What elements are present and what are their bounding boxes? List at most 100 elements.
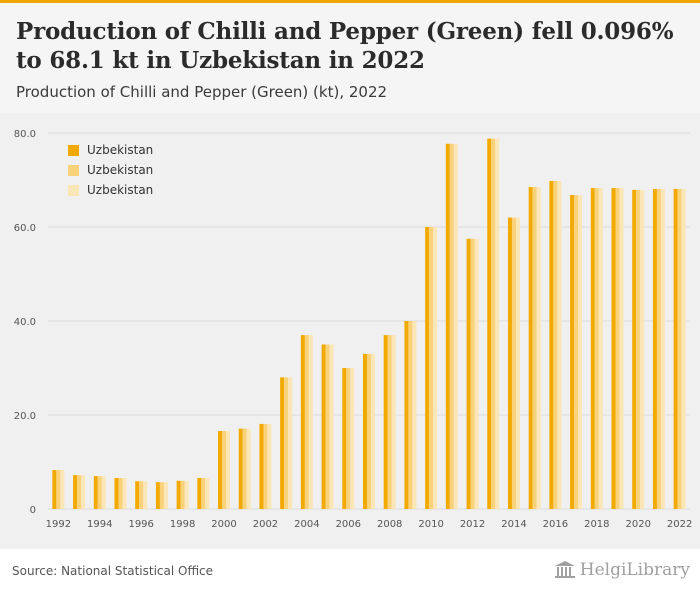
bar xyxy=(611,187,616,509)
library-building-icon xyxy=(554,561,575,578)
legend-label: Uzbekistan xyxy=(87,143,154,157)
x-tick-label: 2012 xyxy=(460,519,485,530)
bar xyxy=(163,482,168,509)
bar xyxy=(176,480,181,509)
helgi-library-logo[interactable]: HelgiLibrary xyxy=(554,560,690,580)
legend-swatch-3 xyxy=(68,184,79,196)
bar xyxy=(656,188,661,509)
source-note: Source: National Statistical Office xyxy=(12,564,214,578)
legend-label: Uzbekistan xyxy=(87,163,154,177)
bar xyxy=(474,238,479,509)
bar xyxy=(640,189,645,509)
bar xyxy=(114,477,119,509)
y-tick-label: 60.0 xyxy=(14,223,36,234)
bar xyxy=(81,475,86,509)
bar xyxy=(60,469,65,509)
bar xyxy=(391,335,396,509)
x-tick-label: 1998 xyxy=(170,519,195,530)
bar xyxy=(557,180,562,509)
bar xyxy=(159,482,164,509)
bar xyxy=(453,143,458,509)
bar xyxy=(429,227,434,509)
bar xyxy=(329,344,334,509)
bar xyxy=(77,475,82,509)
bar xyxy=(52,469,57,509)
legend-swatch-1 xyxy=(68,144,79,156)
y-tick-label: 40.0 xyxy=(14,317,36,328)
bar xyxy=(412,321,417,509)
y-tick-label: 0 xyxy=(30,505,36,516)
x-tick-label: 2016 xyxy=(543,519,568,530)
bar xyxy=(445,143,450,509)
bar xyxy=(636,189,641,509)
x-tick-label: 1994 xyxy=(87,519,112,530)
bar xyxy=(93,476,98,509)
legend-item: Uzbekistan xyxy=(68,180,153,200)
bar xyxy=(367,353,371,509)
bar xyxy=(387,335,392,509)
bar xyxy=(242,428,247,509)
bar xyxy=(383,335,388,509)
bar xyxy=(300,335,305,509)
bar xyxy=(101,476,106,509)
bar xyxy=(507,217,512,509)
bar xyxy=(408,321,413,509)
chart-area: 0 20.0 40.0 60.0 80.0 1992 1994 1996 1998 2000 200… xyxy=(0,113,700,549)
bar xyxy=(73,475,78,509)
bar xyxy=(615,187,620,509)
bar xyxy=(553,180,558,509)
x-tick-label: 2002 xyxy=(253,519,278,530)
bar xyxy=(371,353,375,509)
bar xyxy=(532,187,537,510)
y-tick-label: 80.0 xyxy=(14,129,36,140)
bar xyxy=(118,477,123,509)
bar xyxy=(598,187,603,509)
x-tick-label: 2018 xyxy=(584,519,609,530)
bar xyxy=(515,217,520,509)
bar xyxy=(259,423,264,509)
bar xyxy=(404,321,409,509)
bar xyxy=(238,428,243,509)
bar xyxy=(570,195,575,509)
bar xyxy=(97,476,102,509)
logo-text: HelgiLibrary xyxy=(579,560,690,580)
bar xyxy=(449,143,454,509)
x-tick-label: 2008 xyxy=(377,519,402,530)
bar xyxy=(205,477,210,509)
x-tick-label: 2022 xyxy=(667,519,692,530)
bar xyxy=(321,344,326,509)
bar xyxy=(619,187,624,509)
bar xyxy=(487,138,492,509)
x-tick-label: 1992 xyxy=(46,519,71,530)
bar xyxy=(288,377,293,509)
bar xyxy=(495,138,500,509)
bar xyxy=(325,344,330,509)
bar xyxy=(574,195,579,509)
bar xyxy=(180,480,185,509)
bar xyxy=(246,428,251,509)
bar xyxy=(536,187,541,510)
bar xyxy=(197,477,202,509)
bar xyxy=(284,377,289,509)
x-tick-label: 2006 xyxy=(336,519,361,530)
x-tick-label: 2004 xyxy=(294,519,319,530)
bar xyxy=(491,138,496,509)
bar xyxy=(267,423,272,509)
bar xyxy=(342,368,347,509)
bar xyxy=(590,187,595,509)
chart-subtitle: Production of Chilli and Pepper (Green) … xyxy=(16,83,388,101)
bar xyxy=(222,430,227,509)
bar xyxy=(466,238,471,509)
y-tick-label: 20.0 xyxy=(14,411,36,422)
bar xyxy=(425,227,430,509)
bar xyxy=(632,189,637,509)
top-accent-bar xyxy=(0,0,700,3)
legend-label: Uzbekistan xyxy=(87,183,154,197)
bar xyxy=(143,481,148,509)
bar xyxy=(594,187,599,509)
bar xyxy=(677,188,682,509)
bar xyxy=(122,477,127,509)
bar xyxy=(511,217,516,509)
chart-legend: Uzbekistan Uzbekistan Uzbekistan xyxy=(68,140,153,200)
bar xyxy=(652,188,657,509)
